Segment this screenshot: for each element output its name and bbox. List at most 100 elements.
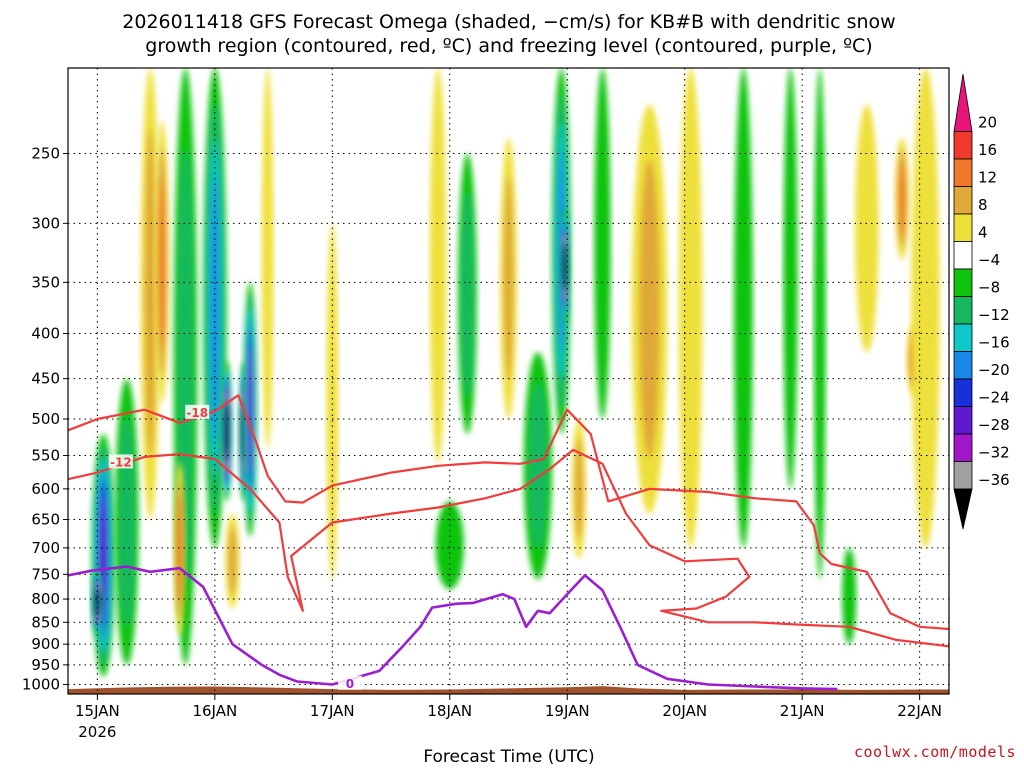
omega-feature-20 [560,210,570,324]
omega-feature-2 [114,378,139,665]
y-tick-label-600: 600 [31,480,60,498]
x-axis: 15JAN 2026 16JAN 17JAN 18JAN 19JAN 20JAN 21JAN 2… [75,694,942,741]
omega-band-30-2 [899,161,905,237]
omega-band-15-1 [461,191,473,397]
omega-feature-24 [678,68,703,548]
omega-shading [91,68,940,677]
freezing-level-label-bg [337,675,362,690]
y-tick-label-1000: 1000 [22,676,60,694]
omega-band-4-2 [159,175,165,350]
isotherm-1-label: -18 [186,406,208,420]
colorbar-cell-12 [953,158,973,187]
colorbar-cell--32 [953,433,973,462]
x-tick-sublabel-15JAN: 2026 [78,723,116,741]
terrain-fill [68,686,949,694]
isotherm-1-label-bg [185,404,210,419]
omega-band-2-1 [119,417,134,627]
colorbar: 20 16 12 8 4 −4 −8 −12 −16 −20 −24 −28 −32 −36 [953,73,1010,530]
colorbar-cell--8 [953,268,973,297]
colorbar-label--24: −24 [978,389,1010,407]
y-tick-label-300: 300 [31,214,60,232]
isotherm-0-line [67,448,950,648]
isotherm-contours: -12 -18 [67,394,950,648]
colorbar-label-20: 20 [978,114,997,132]
freezing-level-contour: 0 [67,565,838,691]
plot-frame [67,67,950,695]
y-tick-label-950: 950 [31,656,60,674]
omega-band-12-0 [261,68,274,449]
y-tick-label-250: 250 [31,144,60,162]
omega-feature-12 [261,68,274,449]
freezing-level-line [67,565,838,691]
x-tick-label-19JAN: 19JAN [545,702,590,720]
omega-band-17-1 [503,175,514,381]
y-tick-label-450: 450 [31,370,60,388]
y-tick-label-550: 550 [31,447,60,465]
omega-feature-15 [457,153,477,435]
omega-feature-4 [154,121,170,404]
colorbar-label--8: −8 [978,279,1000,297]
omega-band-22-0 [594,68,611,420]
omega-band-7-3 [211,174,219,442]
colorbar-label--28: −28 [978,416,1010,434]
omega-band-6-2 [177,495,183,603]
omega-feature-23 [631,104,668,514]
omega-band-26-0 [783,68,798,489]
isotherm-0-label-bg [108,454,133,469]
chart-title-line-2: growth region (contoured, red, ºC) and f… [145,35,872,57]
omega-feature-10 [243,282,258,537]
omega-feature-18 [523,352,552,580]
y-tick-label-900: 900 [31,635,60,653]
colorbar-cell--20 [953,351,973,380]
colorbar-cell--4 [953,241,973,270]
colorbar-cell--16 [953,323,973,352]
colorbar-cell--28 [953,406,973,435]
x-tick-label-22JAN: 22JAN [897,702,942,720]
omega-band-21-1 [574,437,584,540]
omega-feature-6 [173,462,186,636]
colorbar-label-12: 12 [978,169,997,187]
colorbar-cell-8 [953,186,973,215]
omega-band-16-0 [435,501,464,590]
colorbar-label--20: −20 [978,361,1010,379]
y-tick-label-700: 700 [31,539,60,557]
omega-band-27-0 [813,68,826,580]
omega-band-25-0 [734,68,753,548]
colorbar-bottom-arrow [953,488,973,530]
x-tick-label-15JAN: 15JAN [75,702,120,720]
y-tick-label-500: 500 [31,410,60,428]
colorbar-top-arrow [953,73,973,132]
x-tick-label-17JAN: 17JAN [310,702,355,720]
omega-feature-14 [429,68,447,463]
terrain-layer [68,686,949,694]
omega-feature-7 [203,68,227,548]
y-tick-label-750: 750 [31,565,60,583]
omega-feature-25 [734,68,753,548]
chart-title-line-1: 2026011418 GFS Forecast Omega (shaded, −… [122,11,895,33]
y-tick-label-850: 850 [31,613,60,631]
y-tick-label-400: 400 [31,325,60,343]
omega-band-32-0 [911,68,940,548]
omega-band-11-1 [228,526,237,596]
colorbar-cell--24 [953,378,973,407]
colorbar-cell--12 [953,296,973,325]
omega-feature-29 [855,104,879,353]
omega-feature-22 [594,68,611,420]
colorbar-label--36: −36 [978,471,1010,489]
omega-feature-17 [500,137,517,420]
grid-lines [68,68,949,694]
colorbar-label-8: 8 [978,196,988,214]
omega-band-10-5 [247,346,253,473]
omega-feature-27 [813,68,826,580]
omega-feature-11 [225,513,240,609]
omega-band-24-0 [678,68,703,548]
y-tick-label-350: 350 [31,273,60,291]
colorbar-label--32: −32 [978,444,1010,462]
x-tick-label-21JAN: 21JAN [780,702,825,720]
omega-feature-30 [894,137,910,260]
colorbar-label--16: −16 [978,334,1010,352]
colorbar-label--4: −4 [978,251,1000,269]
omega-band-28-0 [842,547,857,645]
